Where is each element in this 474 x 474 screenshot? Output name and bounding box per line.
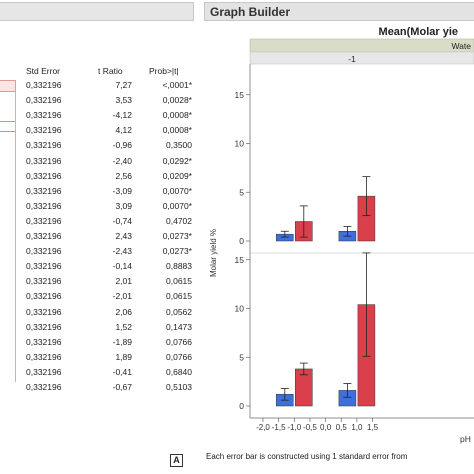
cell-std-error: 0,332196 [26,261,62,272]
cell-t-ratio: 3,09 [115,200,132,211]
cell-t-ratio: 2,43 [115,231,132,241]
cell-t-ratio: -0,74 [112,215,132,226]
cell-prob: 0,0008* [162,125,192,136]
col-header-t-ratio[interactable]: t Ratio [98,66,123,76]
cell-t-ratio: -4,12 [112,110,132,121]
group-header-label: Wate [451,41,471,51]
cell-prob: 0,4702 [166,215,192,226]
cell-std-error: 0,332196 [26,140,62,151]
cell-std-error: 0,332196 [26,155,62,166]
cell-t-ratio: -0,41 [112,366,132,377]
cell-prob: 0,6840 [166,366,192,377]
cell-t-ratio: -2,40 [112,155,132,166]
cell-t-ratio: -0,14 [112,261,132,272]
x-tick-label: 1,0 [351,423,363,432]
cell-t-ratio: 1,89 [115,351,132,362]
cell-prob: 0,0209* [162,170,192,181]
col-header-prob[interactable]: Prob>|t| [149,66,179,76]
cell-prob: 0,3500 [166,140,192,151]
cell-std-error: 0,332196 [26,351,62,362]
cell-prob: 0,0008* [162,110,192,121]
cell-prob: 0,0273* [162,231,192,241]
graph-builder-header: Graph Builder [204,2,474,21]
left-panel-header [0,2,194,21]
cell-std-error: 0,332196 [26,336,62,347]
cell-std-error: 0,332196 [26,125,62,136]
row-marker [0,121,16,132]
y-tick-label: 10 [235,304,245,314]
cell-prob: 0,0562 [166,306,192,317]
cell-prob: 0,0070* [162,200,192,211]
x-tick-label: -2,0 [256,423,270,432]
cell-prob: 0,8883 [166,261,192,272]
cell-prob: 0,0615 [166,291,192,302]
cell-t-ratio: -0,96 [112,140,132,151]
cell-std-error: 0,332196 [26,291,62,302]
group-value-label: -1 [348,54,356,64]
panel-label-a: A [170,454,183,467]
cell-std-error: 0,332196 [26,276,62,287]
cell-t-ratio: -2,01 [112,291,132,302]
col-header-std-error[interactable]: Std Error [26,66,61,76]
cell-t-ratio: 2,01 [115,276,132,287]
group-header-bar [249,38,474,53]
y-tick-label: 0 [239,401,244,411]
x-tick-label: 0,5 [336,423,348,432]
cell-t-ratio: 3,53 [115,95,132,106]
cell-t-ratio: 1,52 [115,321,132,332]
selected-row-marker [0,80,16,92]
cell-prob: 0,0028* [162,95,192,106]
cell-t-ratio: -1,89 [112,336,132,347]
chart-title: Mean(Molar yie [379,26,458,38]
cell-t-ratio: 7,27 [115,80,132,90]
cell-prob: 0,1473 [166,321,192,332]
cell-std-error: 0,332196 [26,170,62,181]
x-tick-label: -1,0 [287,423,301,432]
y-axis-label: Molar yield % [209,229,218,277]
x-tick-label: -0,5 [303,423,317,432]
cell-std-error: 0,332196 [26,246,62,257]
cell-prob: 0,0766 [166,351,192,362]
cell-std-error: 0,332196 [26,200,62,211]
cell-std-error: 0,332196 [26,95,62,106]
cell-std-error: 0,332196 [26,306,62,317]
y-tick-label: 15 [235,255,245,265]
cell-prob: 0,0070* [162,185,192,196]
cell-t-ratio: -2,43 [112,246,132,257]
error-bar-footnote: Each error bar is constructed using 1 st… [206,452,408,461]
cell-std-error: 0,332196 [26,321,62,332]
cell-t-ratio: 2,56 [115,170,132,181]
cell-t-ratio: 2,06 [115,306,132,317]
cell-prob: <,0001* [162,80,192,90]
y-tick-label: 15 [235,90,245,100]
y-tick-label: 10 [235,139,245,149]
x-tick-label: 1,5 [367,423,379,432]
cell-std-error: 0,332196 [26,185,62,196]
cell-prob: 0,0273* [162,246,192,257]
y-tick-label: 5 [239,352,244,362]
marker-column-line [15,92,16,382]
cell-std-error: 0,332196 [26,80,62,90]
cell-t-ratio: -3,09 [112,185,132,196]
cell-prob: 0,0292* [162,155,192,166]
cell-std-error: 0,332196 [26,110,62,121]
graph-builder-chart: Mean(Molar yie Wate -1 0 5 10 15 0 5 10 15 -2,0 -1,5… [209,26,474,444]
x-axis-label: pH [460,434,471,444]
cell-std-error: 0,332196 [26,215,62,226]
group-value-bar [249,51,474,65]
y-tick-label: 0 [239,236,244,246]
graph-builder-title: Graph Builder [210,5,291,19]
cell-t-ratio: 4,12 [115,125,132,136]
x-tick-label: 0,0 [320,423,332,432]
cell-prob: 0,0766 [166,336,192,347]
cell-prob: 0,5103 [166,382,192,392]
cell-std-error: 0,332196 [26,366,62,377]
cell-std-error: 0,332196 [26,231,62,241]
y-tick-label: 5 [239,187,244,197]
cell-std-error: 0,332196 [26,382,62,392]
cell-prob: 0,0615 [166,276,192,287]
cell-t-ratio: -0,67 [112,382,132,392]
x-tick-label: -1,5 [272,423,286,432]
